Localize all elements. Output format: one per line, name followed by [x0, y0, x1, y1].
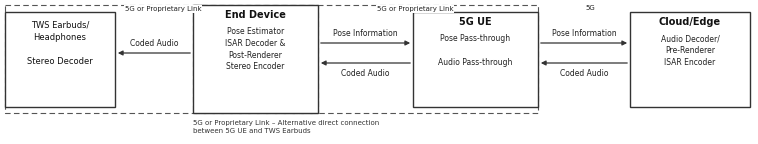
Text: 5G or Proprietary Link: 5G or Proprietary Link: [124, 6, 202, 12]
Bar: [630, 12, 750, 107]
Bar: [5, 5, 318, 113]
Text: 5G or Proprietary Link – Alternative direct connection
between 5G UE and TWS Ear: 5G or Proprietary Link – Alternative dir…: [193, 120, 379, 134]
Text: Pose Estimator
ISAR Decoder &
Post-Renderer
Stereo Encoder: Pose Estimator ISAR Decoder & Post-Rende…: [225, 27, 286, 71]
Bar: [413, 12, 538, 107]
Text: Coded Audio: Coded Audio: [559, 69, 608, 77]
Bar: [5, 12, 115, 107]
Text: Pose Information: Pose Information: [552, 30, 616, 38]
Text: Coded Audio: Coded Audio: [341, 69, 390, 77]
Bar: [193, 5, 318, 113]
Text: Pose Pass-through

Audio Pass-through: Pose Pass-through Audio Pass-through: [438, 34, 512, 67]
Text: End Device: End Device: [225, 10, 286, 20]
Text: Pose Information: Pose Information: [333, 30, 397, 38]
Text: Audio Decoder/
Pre-Renderer
ISAR Encoder: Audio Decoder/ Pre-Renderer ISAR Encoder: [660, 34, 719, 67]
Text: TWS Earbuds/
Headphones

Stereo Decoder: TWS Earbuds/ Headphones Stereo Decoder: [27, 20, 93, 67]
Text: 5G: 5G: [585, 5, 595, 11]
Text: Cloud/Edge: Cloud/Edge: [659, 17, 721, 27]
Text: Coded Audio: Coded Audio: [130, 39, 178, 49]
Bar: [193, 5, 538, 113]
Text: 5G or Proprietary Link: 5G or Proprietary Link: [377, 6, 453, 12]
Text: 5G UE: 5G UE: [459, 17, 492, 27]
